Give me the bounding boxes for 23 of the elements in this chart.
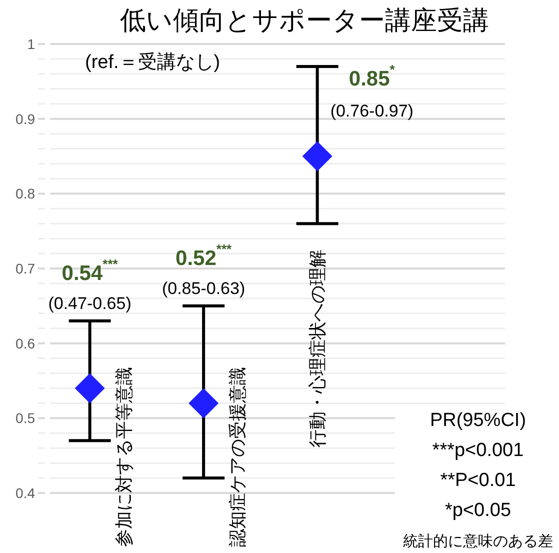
text: 0.52$^{***}$ (0.85-0.63)	[162, 240, 246, 298]
x-tick-label: 行動・心理症状への理解	[307, 250, 328, 448]
x-tick-label: 参加に対する平等意識	[114, 367, 134, 547]
y-tick-label: 0.4	[16, 485, 36, 501]
y-tick-label: 0.9	[16, 110, 36, 127]
point	[74, 373, 105, 404]
chart-title: 低い傾向とサポーター講座受講	[120, 5, 489, 35]
text: *p<0.05	[444, 500, 512, 521]
y-tick-label: 0.5	[16, 410, 36, 426]
x-tick-label: 認知症ケアの受援意識	[228, 367, 248, 547]
annotation: (ref.＝受講なし)	[85, 52, 220, 73]
y-tick-label: 1	[27, 36, 36, 52]
annotation: ***p<0.001	[432, 440, 524, 461]
annotation: PR(95%CI)	[430, 410, 526, 431]
annotation: **P<0.01	[440, 470, 516, 491]
text: 0.54$^{***}$ (0.47-0.65)	[48, 256, 132, 312]
y-tick-label: 0.7	[16, 260, 36, 276]
point	[302, 141, 332, 172]
text: 統計的に意味のある差	[403, 533, 553, 550]
point	[188, 388, 219, 418]
y-tick-label: 0.8	[16, 186, 36, 202]
text: 0.85$^{*}$ (0.76-0.97)	[330, 62, 414, 120]
y-tick-label: 0.6	[16, 335, 36, 352]
